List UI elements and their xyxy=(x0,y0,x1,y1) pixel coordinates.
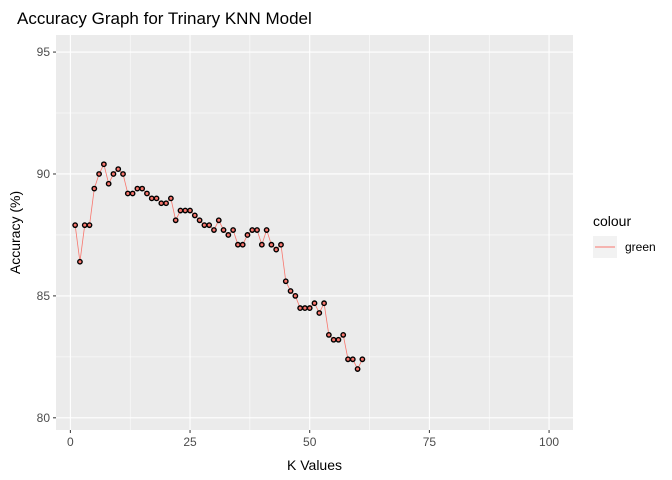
data-point xyxy=(163,200,170,207)
data-point xyxy=(77,258,83,265)
data-point xyxy=(120,171,126,177)
data-point xyxy=(273,246,280,253)
data-point xyxy=(201,222,208,229)
data-point xyxy=(316,310,323,316)
data-point xyxy=(311,300,318,307)
data-point xyxy=(306,305,313,311)
data-point xyxy=(105,180,112,187)
x-tick-label: 25 xyxy=(183,435,197,449)
data-point xyxy=(249,227,256,233)
data-point xyxy=(359,356,366,363)
data-point xyxy=(167,195,174,202)
data-point xyxy=(278,241,284,248)
y-axis-title: Accuracy (%) xyxy=(7,191,23,274)
data-point xyxy=(354,366,361,372)
data-point xyxy=(134,185,141,192)
x-tick-label: 75 xyxy=(423,435,437,449)
y-tick-label: 80 xyxy=(37,411,51,425)
data-point xyxy=(258,241,265,248)
data-point xyxy=(244,232,251,238)
data-point xyxy=(225,232,232,238)
data-point xyxy=(196,217,203,224)
data-point xyxy=(220,227,227,233)
data-point xyxy=(124,190,131,197)
data-point xyxy=(139,185,146,192)
x-tick-label: 100 xyxy=(539,435,559,449)
plot-panel xyxy=(56,35,573,430)
data-point xyxy=(268,241,275,248)
data-point xyxy=(215,217,222,224)
data-point xyxy=(110,171,117,177)
data-point xyxy=(349,356,356,363)
data-point xyxy=(297,305,304,311)
data-point xyxy=(172,217,179,224)
data-point xyxy=(129,190,136,197)
data-point xyxy=(335,336,342,343)
data-point xyxy=(254,227,260,233)
grid-lines xyxy=(56,35,573,430)
chart-title: Accuracy Graph for Trinary KNN Model xyxy=(17,9,312,28)
data-point xyxy=(72,222,79,229)
data-point xyxy=(86,222,93,229)
data-point xyxy=(100,161,107,168)
data-point xyxy=(91,185,98,192)
data-point xyxy=(182,207,189,214)
series-points xyxy=(72,161,366,372)
data-point xyxy=(144,190,150,197)
data-point xyxy=(191,212,198,219)
data-point xyxy=(239,241,246,248)
legend-label-green: green xyxy=(625,240,656,254)
data-point xyxy=(325,332,332,338)
data-point xyxy=(148,195,155,202)
data-point xyxy=(96,171,102,177)
legend-title: colour xyxy=(593,213,631,229)
x-axis-title: K Values xyxy=(287,457,342,473)
data-point xyxy=(81,222,88,229)
data-point xyxy=(345,356,351,363)
data-point xyxy=(287,288,294,294)
data-point xyxy=(292,292,299,299)
data-point xyxy=(263,227,270,233)
data-point xyxy=(206,222,213,229)
data-point xyxy=(330,336,337,343)
data-point xyxy=(153,195,160,202)
x-tick-label: 50 xyxy=(303,435,317,449)
x-axis-ticks: 0 25 50 75 100 xyxy=(67,430,559,449)
data-point xyxy=(302,305,308,311)
legend: colour green xyxy=(593,213,656,258)
data-point xyxy=(187,207,193,214)
data-point xyxy=(230,227,237,233)
data-point xyxy=(158,200,165,207)
y-tick-label: 90 xyxy=(37,167,51,181)
y-tick-label: 95 xyxy=(37,45,51,59)
data-point xyxy=(282,278,289,285)
data-point xyxy=(211,227,217,233)
y-axis-ticks: 80 85 90 95 xyxy=(37,45,56,425)
data-point xyxy=(235,241,241,248)
x-tick-label: 0 xyxy=(67,435,74,449)
data-point xyxy=(115,166,122,173)
data-point xyxy=(340,332,347,338)
data-point xyxy=(321,300,327,307)
data-point xyxy=(177,207,184,214)
y-tick-label: 85 xyxy=(37,289,51,303)
